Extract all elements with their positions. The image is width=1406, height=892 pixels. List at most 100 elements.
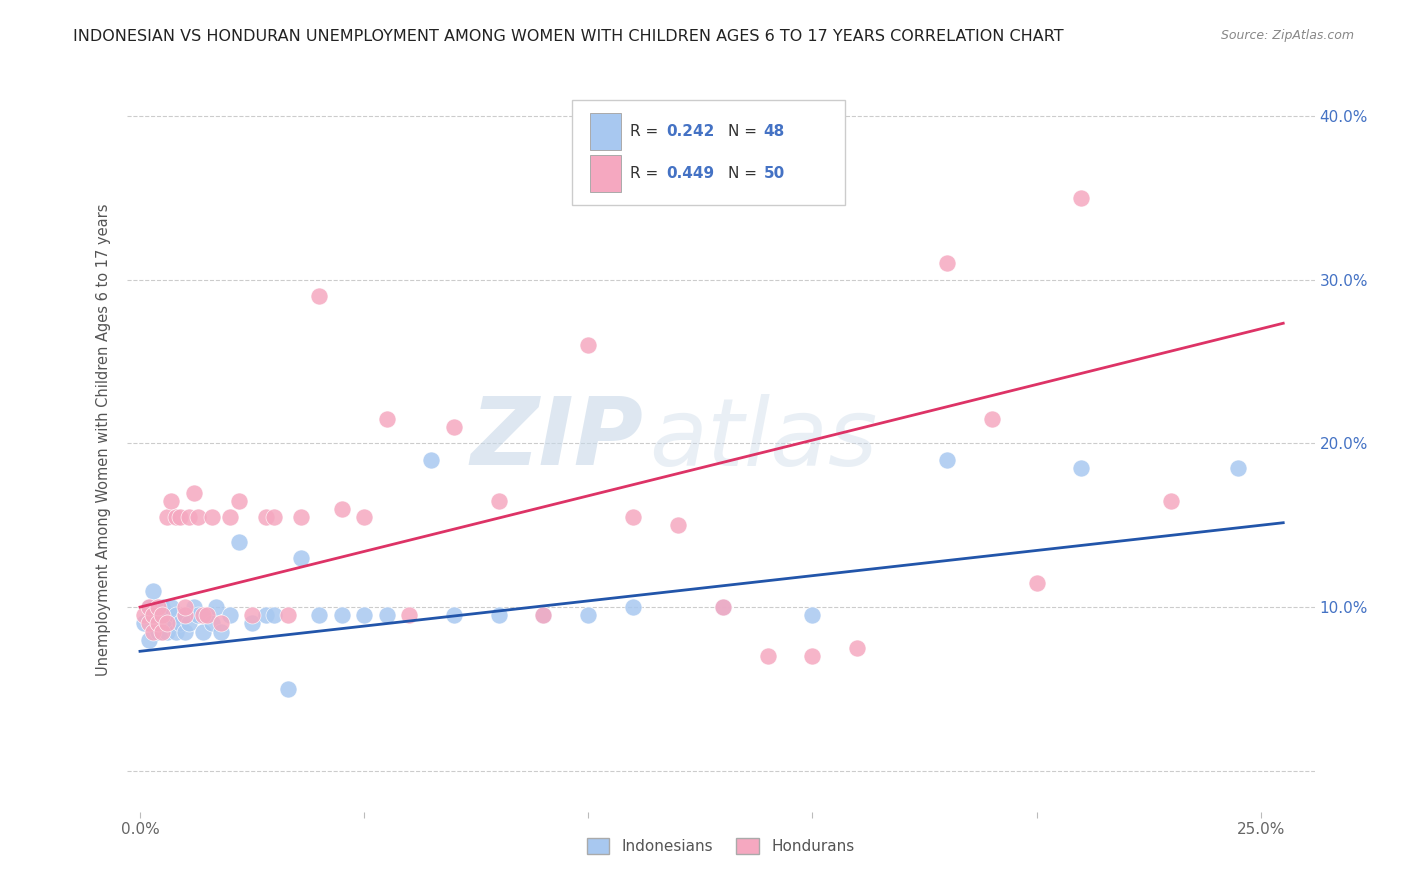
Point	[533, 608, 555, 623]
Point	[146, 608, 169, 623]
Point	[936, 452, 959, 467]
Point	[488, 493, 510, 508]
Point	[134, 616, 156, 631]
Point	[936, 256, 959, 270]
Point	[1160, 493, 1182, 508]
Point	[711, 600, 734, 615]
FancyBboxPatch shape	[591, 112, 621, 150]
Point	[209, 624, 232, 639]
Point	[228, 534, 250, 549]
Point	[308, 289, 330, 303]
Text: Source: ZipAtlas.com: Source: ZipAtlas.com	[1220, 29, 1354, 42]
Point	[353, 608, 375, 623]
Point	[254, 510, 277, 524]
Text: R =: R =	[630, 124, 664, 139]
Point	[290, 510, 312, 524]
Text: 0.242: 0.242	[666, 124, 714, 139]
Point	[142, 624, 165, 639]
Point	[443, 420, 465, 434]
Point	[218, 510, 240, 524]
Point	[173, 608, 195, 623]
Point	[711, 600, 734, 615]
Point	[801, 649, 824, 664]
Point	[146, 600, 169, 615]
Text: ZIP: ZIP	[471, 393, 644, 485]
Point	[666, 518, 689, 533]
Point	[980, 412, 1002, 426]
Point	[142, 608, 165, 623]
Point	[179, 616, 201, 631]
Point	[183, 600, 205, 615]
Point	[576, 338, 599, 352]
Point	[277, 608, 299, 623]
Point	[1227, 461, 1250, 475]
Point	[191, 608, 214, 623]
Point	[195, 608, 218, 623]
Point	[165, 510, 187, 524]
Point	[156, 608, 179, 623]
Point	[165, 624, 187, 639]
Point	[152, 600, 174, 615]
Point	[398, 608, 420, 623]
Point	[375, 412, 398, 426]
Point	[846, 640, 869, 655]
Point	[576, 608, 599, 623]
Point	[152, 616, 174, 631]
Point	[160, 600, 183, 615]
Point	[146, 616, 169, 631]
Point	[201, 616, 224, 631]
Point	[263, 510, 285, 524]
Point	[156, 616, 179, 631]
Point	[187, 608, 209, 623]
Point	[277, 681, 299, 696]
Point	[330, 608, 353, 623]
Point	[1070, 191, 1092, 205]
Point	[173, 600, 195, 615]
Point	[156, 624, 179, 639]
Point	[533, 608, 555, 623]
Point	[173, 608, 195, 623]
Point	[420, 452, 443, 467]
Point	[488, 608, 510, 623]
Point	[187, 510, 209, 524]
Point	[254, 608, 277, 623]
Text: 50: 50	[763, 166, 785, 181]
Point	[228, 493, 250, 508]
Point	[156, 510, 179, 524]
Point	[138, 600, 160, 615]
Point	[308, 608, 330, 623]
Point	[179, 510, 201, 524]
Text: 0.449: 0.449	[666, 166, 714, 181]
Text: 48: 48	[763, 124, 785, 139]
Text: INDONESIAN VS HONDURAN UNEMPLOYMENT AMONG WOMEN WITH CHILDREN AGES 6 TO 17 YEARS: INDONESIAN VS HONDURAN UNEMPLOYMENT AMON…	[73, 29, 1064, 44]
Point	[263, 608, 285, 623]
Point	[160, 493, 183, 508]
Point	[209, 616, 232, 631]
Text: N =: N =	[728, 166, 762, 181]
Point	[330, 501, 353, 516]
Point	[138, 616, 160, 631]
Y-axis label: Unemployment Among Women with Children Ages 6 to 17 years: Unemployment Among Women with Children A…	[96, 203, 111, 675]
Point	[240, 616, 263, 631]
Point	[134, 608, 156, 623]
Point	[165, 608, 187, 623]
Point	[1025, 575, 1047, 590]
Legend: Indonesians, Hondurans: Indonesians, Hondurans	[581, 831, 860, 860]
Point	[195, 608, 218, 623]
Point	[160, 616, 183, 631]
Point	[1070, 461, 1092, 475]
FancyBboxPatch shape	[591, 155, 621, 193]
Point	[152, 608, 174, 623]
FancyBboxPatch shape	[572, 101, 845, 204]
Point	[142, 608, 165, 623]
Text: N =: N =	[728, 124, 762, 139]
Point	[169, 616, 191, 631]
Point	[443, 608, 465, 623]
Point	[205, 600, 228, 615]
Point	[142, 583, 165, 598]
Point	[183, 485, 205, 500]
Point	[621, 600, 644, 615]
Point	[191, 624, 214, 639]
Point	[138, 632, 160, 647]
Point	[138, 600, 160, 615]
